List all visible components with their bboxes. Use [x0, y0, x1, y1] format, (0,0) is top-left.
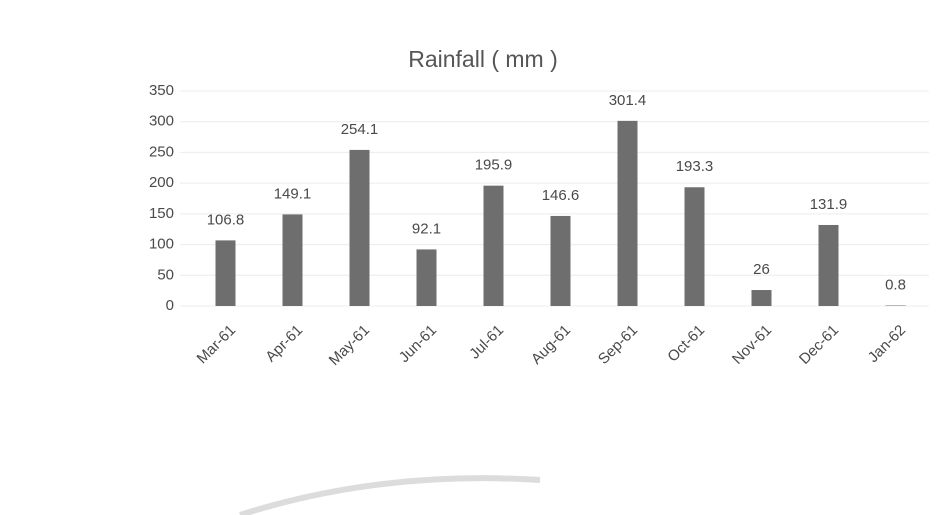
data-label: 146.6: [542, 187, 580, 204]
data-label: 106.8: [207, 211, 245, 228]
y-tick-label: 0: [166, 297, 174, 314]
bar: [416, 249, 437, 306]
data-label: 26: [753, 261, 770, 278]
y-tick-label: 150: [149, 205, 174, 222]
data-label: 301.4: [609, 92, 647, 109]
bar: [550, 215, 571, 306]
chart-title: Rainfall ( mm ): [408, 46, 558, 72]
data-label: 131.9: [810, 196, 848, 213]
data-label: 92.1: [412, 220, 441, 237]
bar: [349, 149, 370, 306]
data-label: 0.8: [885, 276, 906, 293]
bar: [818, 224, 839, 306]
y-tick-label: 250: [149, 143, 174, 160]
y-tick-label: 300: [149, 113, 174, 130]
data-label: 149.1: [274, 185, 312, 202]
bar: [617, 120, 638, 307]
bar: [215, 240, 236, 306]
watermark-arc: [239, 475, 541, 515]
data-label: 193.3: [676, 158, 714, 175]
y-tick-label: 50: [157, 266, 174, 283]
bar: [483, 185, 504, 306]
bar: [684, 187, 705, 306]
data-label: 195.9: [475, 157, 513, 174]
data-label: 254.1: [341, 121, 379, 138]
y-tick-label: 200: [149, 174, 174, 191]
y-tick-label: 100: [149, 236, 174, 253]
bar: [751, 290, 772, 306]
bar: [282, 214, 303, 306]
y-tick-label: 350: [149, 82, 174, 99]
